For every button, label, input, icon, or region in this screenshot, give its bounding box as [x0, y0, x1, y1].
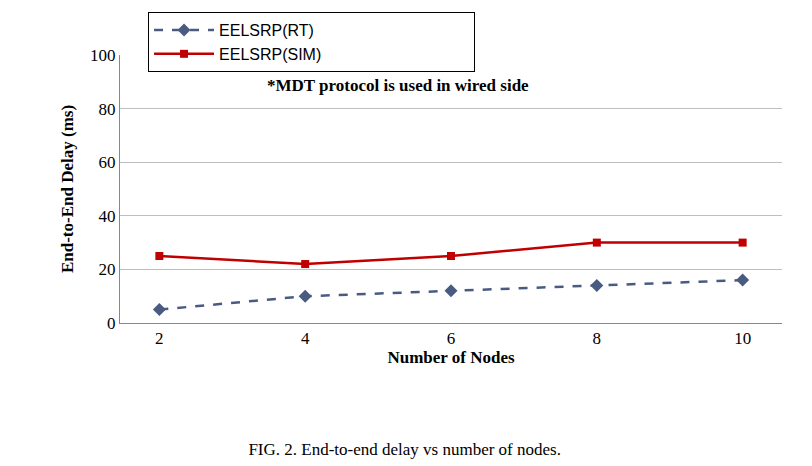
- svg-text:*MDT protocol is used in wired: *MDT protocol is used in wired side: [267, 76, 529, 95]
- svg-text:60: 60: [99, 153, 116, 172]
- svg-text:100: 100: [90, 46, 116, 65]
- svg-text:0: 0: [107, 314, 116, 333]
- svg-text:8: 8: [593, 329, 602, 348]
- svg-text:FIG. 2. End-to-end delay vs nu: FIG. 2. End-to-end delay vs number of no…: [248, 440, 561, 459]
- svg-text:2: 2: [155, 329, 164, 348]
- svg-text:4: 4: [301, 329, 310, 348]
- svg-text:20: 20: [99, 260, 116, 279]
- svg-text:EELSRP(RT): EELSRP(RT): [219, 22, 314, 39]
- svg-text:40: 40: [99, 207, 116, 226]
- svg-text:10: 10: [734, 329, 751, 348]
- svg-text:6: 6: [447, 329, 456, 348]
- svg-text:Number of Nodes: Number of Nodes: [387, 348, 515, 367]
- svg-text:80: 80: [99, 100, 116, 119]
- svg-text:EELSRP(SIM): EELSRP(SIM): [219, 46, 321, 63]
- svg-text:End-to-End Delay (ms): End-to-End Delay (ms): [58, 105, 77, 273]
